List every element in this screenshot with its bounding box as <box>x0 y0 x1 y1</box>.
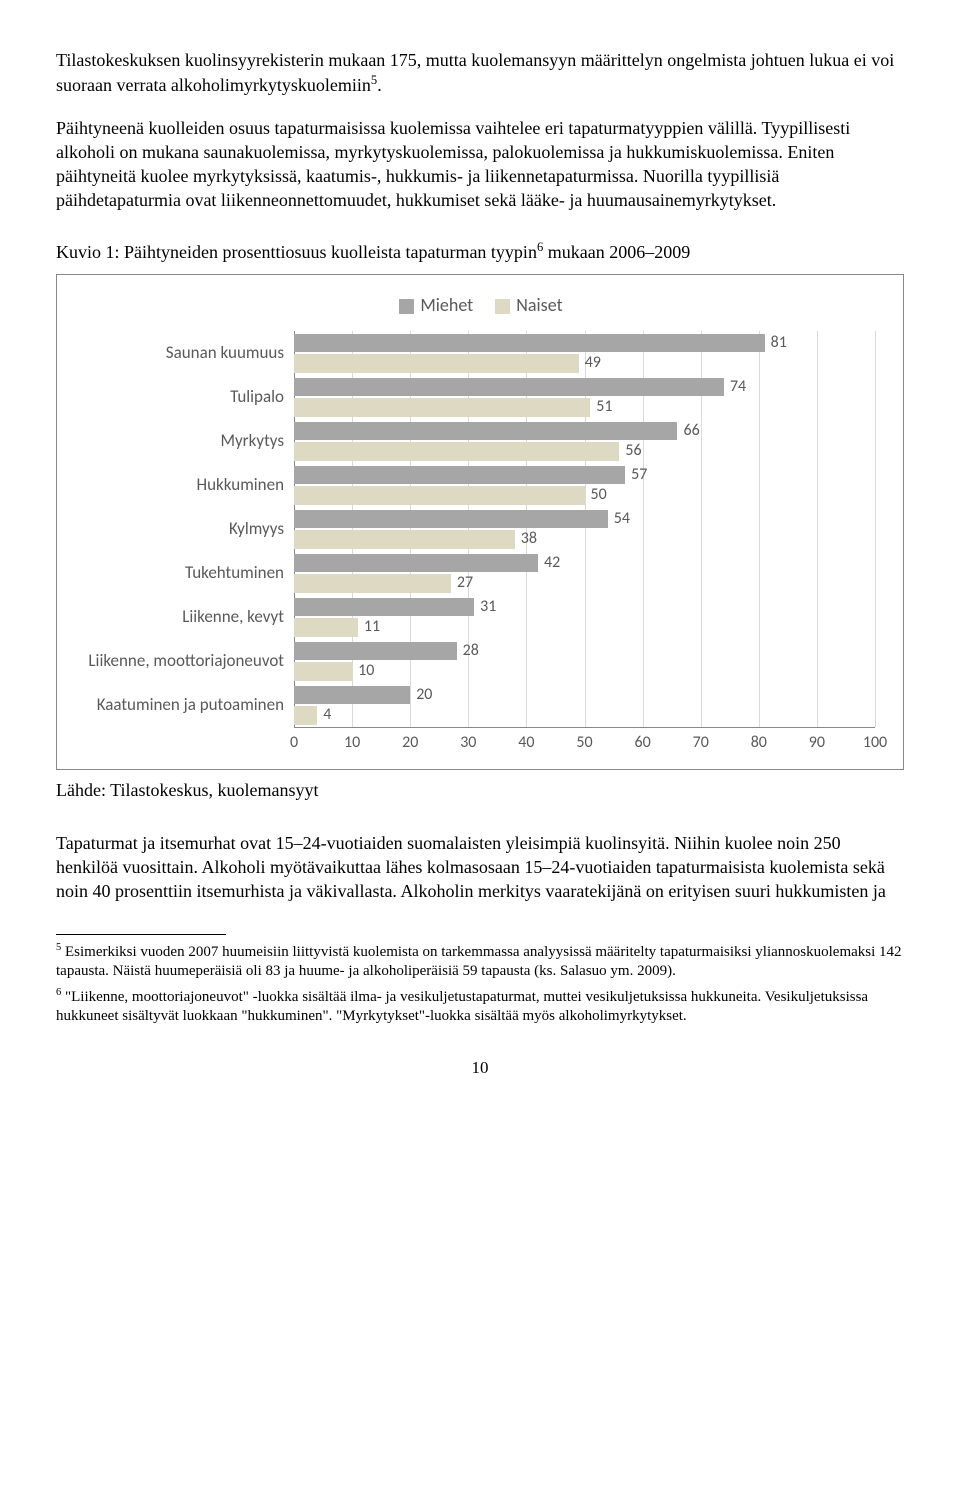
bar-label-m: 57 <box>631 464 647 486</box>
bar-m: 74 <box>294 378 724 396</box>
footnote-5-text: Esimerkiksi vuoden 2007 huumeisiin liitt… <box>56 944 902 980</box>
bar-f: 50 <box>294 486 585 504</box>
para1-text: Tilastokeskuksen kuolinsyyrekisterin muk… <box>56 50 894 95</box>
category-label: Tulipalo <box>69 375 294 419</box>
category-label: Saunan kuumuus <box>69 331 294 375</box>
chart-title: Kuvio 1: Päihtyneiden prosenttiosuus kuo… <box>56 239 904 264</box>
bar-f: 49 <box>294 354 579 372</box>
bar-f: 10 <box>294 662 352 680</box>
x-axis: 0102030405060708090100 <box>69 727 875 755</box>
bar-label-m: 31 <box>480 596 496 618</box>
category-label: Tukehtuminen <box>69 551 294 595</box>
plot-cell: 2810 <box>294 639 875 683</box>
chart-rows: Saunan kuumuus8149Tulipalo7451Myrkytys66… <box>69 331 875 727</box>
bar-label-f: 38 <box>521 529 537 551</box>
bar-f: 11 <box>294 618 358 636</box>
chart-caption: Lähde: Tilastokeskus, kuolemansyyt <box>56 778 904 802</box>
bar-m: 66 <box>294 422 677 440</box>
plot-cell: 6656 <box>294 419 875 463</box>
footnote-6-text: "Liikenne, moottoriajoneuvot" -luokka si… <box>56 989 868 1025</box>
bar-m: 42 <box>294 554 538 572</box>
bar-f: 4 <box>294 706 317 724</box>
footnote-6: 6 "Liikenne, moottoriajoneuvot" -luokka … <box>56 986 904 1027</box>
paragraph-3: Tapaturmat ja itsemurhat ovat 15–24-vuot… <box>56 831 904 904</box>
chart-legend: Miehet Naiset <box>69 293 875 317</box>
x-tick: 70 <box>693 732 709 754</box>
x-tick: 90 <box>809 732 825 754</box>
chart-row: Hukkuminen5750 <box>69 463 875 507</box>
chart-row: Saunan kuumuus8149 <box>69 331 875 375</box>
chart-row: Tukehtuminen4227 <box>69 551 875 595</box>
category-label: Myrkytys <box>69 419 294 463</box>
bar-label-m: 81 <box>771 332 787 354</box>
bar-m: 57 <box>294 466 625 484</box>
bar-m: 20 <box>294 686 410 704</box>
bar-label-f: 11 <box>364 617 380 639</box>
bar-f: 56 <box>294 442 619 460</box>
plot-cell: 5750 <box>294 463 875 507</box>
footnote-separator <box>56 934 226 935</box>
bar-label-m: 42 <box>544 552 560 574</box>
x-tick: 100 <box>863 732 887 754</box>
chart-title-b: mukaan 2006–2009 <box>543 242 690 262</box>
x-tick: 0 <box>290 732 298 754</box>
bar-label-f: 50 <box>591 485 607 507</box>
bar-label-f: 49 <box>585 353 601 375</box>
plot-cell: 7451 <box>294 375 875 419</box>
bar-f: 38 <box>294 530 515 548</box>
x-tick: 40 <box>518 732 534 754</box>
plot-cell: 8149 <box>294 331 875 375</box>
category-label: Kaatuminen ja putoaminen <box>69 683 294 727</box>
bar-label-m: 20 <box>416 684 432 706</box>
para1-tail: . <box>377 75 382 95</box>
chart-row: Myrkytys6656 <box>69 419 875 463</box>
chart-title-a: Kuvio 1: Päihtyneiden prosenttiosuus kuo… <box>56 242 537 262</box>
bar-label-m: 28 <box>463 640 479 662</box>
chart-row: Tulipalo7451 <box>69 375 875 419</box>
x-tick: 50 <box>576 732 592 754</box>
plot-cell: 204 <box>294 683 875 727</box>
bar-label-m: 54 <box>614 508 630 530</box>
chart-row: Liikenne, kevyt3111 <box>69 595 875 639</box>
bar-label-f: 56 <box>625 441 641 463</box>
x-tick: 60 <box>634 732 650 754</box>
bar-label-f: 4 <box>323 705 331 727</box>
x-tick: 20 <box>402 732 418 754</box>
legend-label-m: Miehet <box>420 294 473 316</box>
x-tick: 80 <box>751 732 767 754</box>
bar-m: 54 <box>294 510 608 528</box>
chart: Miehet Naiset Saunan kuumuus8149Tulipalo… <box>56 274 904 770</box>
category-label: Liikenne, moottoriajoneuvot <box>69 639 294 683</box>
bar-label-m: 66 <box>683 420 699 442</box>
legend-label-f: Naiset <box>516 294 562 316</box>
bar-f: 51 <box>294 398 590 416</box>
footnote-5: 5 Esimerkiksi vuoden 2007 huumeisiin lii… <box>56 941 904 982</box>
chart-row: Kaatuminen ja putoaminen204 <box>69 683 875 727</box>
plot-cell: 3111 <box>294 595 875 639</box>
paragraph-1: Tilastokeskuksen kuolinsyyrekisterin muk… <box>56 48 904 98</box>
bar-label-m: 74 <box>730 376 746 398</box>
bar-m: 28 <box>294 642 457 660</box>
plot-cell: 5438 <box>294 507 875 551</box>
bar-label-f: 51 <box>596 397 612 419</box>
paragraph-2: Päihtyneenä kuolleiden osuus tapaturmais… <box>56 116 904 213</box>
bar-m: 31 <box>294 598 474 616</box>
bar-f: 27 <box>294 574 451 592</box>
category-label: Liikenne, kevyt <box>69 595 294 639</box>
category-label: Hukkuminen <box>69 463 294 507</box>
page-number: 10 <box>56 1057 904 1080</box>
legend-swatch-f <box>495 299 510 314</box>
bar-label-f: 10 <box>358 661 374 683</box>
bar-m: 81 <box>294 334 765 352</box>
bar-label-f: 27 <box>457 573 473 595</box>
plot-cell: 4227 <box>294 551 875 595</box>
chart-row: Kylmyys5438 <box>69 507 875 551</box>
x-tick: 10 <box>344 732 360 754</box>
chart-row: Liikenne, moottoriajoneuvot2810 <box>69 639 875 683</box>
category-label: Kylmyys <box>69 507 294 551</box>
legend-swatch-m <box>399 299 414 314</box>
x-tick: 30 <box>460 732 476 754</box>
